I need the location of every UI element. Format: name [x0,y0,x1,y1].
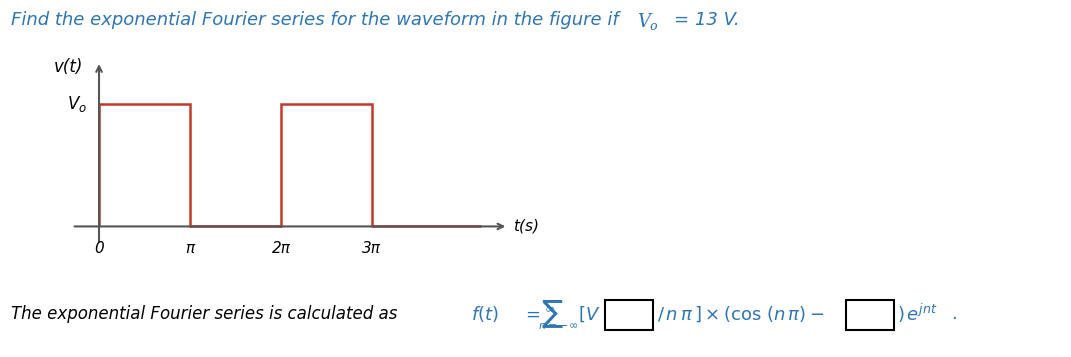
Text: 0: 0 [94,241,104,256]
Text: $\infty$: $\infty$ [544,302,555,315]
Text: π: π [185,241,195,256]
Text: $.$: $.$ [951,305,956,323]
Text: $V_o$: $V_o$ [67,94,87,114]
Text: $n{=}{-}\infty$: $n{=}{-}\infty$ [538,321,577,331]
Text: 2π: 2π [271,241,290,256]
Text: $f(t)$: $f(t)$ [471,304,499,324]
Bar [605,300,653,330]
Text: = 13 V.: = 13 V. [674,11,739,29]
Text: Find the exponential Fourier series for the waveform in the figure if: Find the exponential Fourier series for … [11,11,624,29]
Text: $=$: $=$ [522,305,540,323]
Text: $[V$: $[V$ [578,304,601,323]
Bar [846,300,894,330]
Text: $\sum$: $\sum$ [541,298,563,330]
Text: 3π: 3π [362,241,381,256]
Text: The exponential Fourier series is calculated as: The exponential Fourier series is calcul… [11,305,408,323]
Text: $)\, e^{jnt}$: $)\, e^{jnt}$ [897,302,938,325]
Text: t(s): t(s) [513,219,539,234]
Text: $V_o$: $V_o$ [637,11,660,32]
Text: v(t): v(t) [54,58,82,76]
Text: $/\, n\, \pi\,] \times (\cos\,(n\,\pi) -$: $/\, n\, \pi\,] \times (\cos\,(n\,\pi) -… [657,304,824,323]
